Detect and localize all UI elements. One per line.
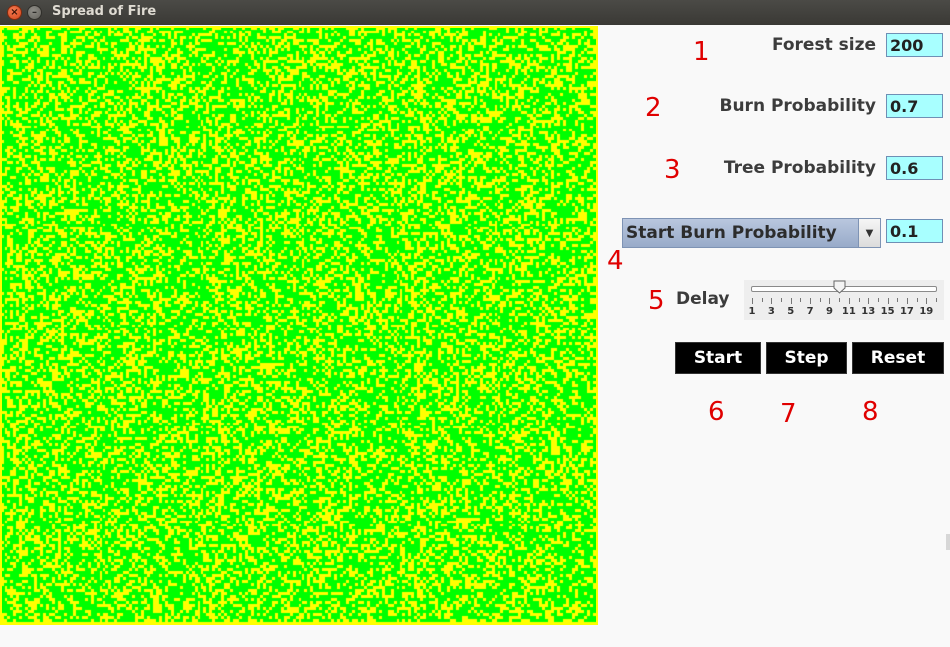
slider-tick [810, 298, 812, 304]
slider-tick [771, 298, 773, 304]
slider-tick [848, 298, 850, 304]
burn-probability-input[interactable] [886, 94, 943, 118]
slider-tick [916, 298, 918, 302]
delay-slider[interactable]: 1 3 5 7 9 11 13 15 17 19 [744, 280, 944, 320]
slider-tick-label: 3 [767, 306, 775, 317]
annotation-4: 4 [607, 246, 624, 276]
slider-tick-label: 13 [861, 306, 876, 317]
forest-size-label: Forest size [771, 35, 876, 55]
slider-tick [819, 298, 821, 302]
slider-tick [936, 298, 937, 302]
slider-thumb-icon[interactable] [833, 280, 846, 294]
slider-tick-label: 5 [787, 306, 795, 317]
annotation-8: 8 [862, 397, 879, 427]
title-bar: × – Spread of Fire [0, 0, 950, 25]
close-icon[interactable]: × [7, 5, 22, 20]
tree-probability-input[interactable] [886, 156, 943, 180]
reset-button[interactable]: Reset [852, 342, 944, 374]
slider-tick [858, 298, 860, 302]
forest-size-input[interactable] [886, 33, 943, 57]
forest-grid [0, 26, 598, 625]
slider-tick [752, 298, 753, 304]
annotation-7: 7 [780, 399, 797, 429]
start-burn-selected: Start Burn Probability [626, 223, 837, 243]
start-button[interactable]: Start [675, 342, 761, 374]
minimize-icon[interactable]: – [27, 5, 42, 20]
delay-label: Delay [676, 289, 730, 309]
window-edge-handle [946, 534, 950, 550]
annotation-6: 6 [708, 397, 725, 427]
forest-canvas [2, 28, 596, 623]
slider-tick [877, 298, 879, 302]
annotation-3: 3 [664, 155, 681, 185]
slider-tick [781, 298, 783, 302]
slider-tick-label: 15 [880, 306, 895, 317]
main-content: 1 Forest size 2 Burn Probability 3 Tree … [0, 25, 950, 647]
step-button[interactable]: Step [766, 342, 847, 374]
slider-tick-label: 9 [825, 306, 833, 317]
annotation-1: 1 [693, 37, 710, 67]
slider-tick [761, 298, 763, 302]
tree-probability-label: Tree Probability [723, 158, 876, 178]
start-burn-input[interactable] [886, 219, 943, 243]
slider-tick [887, 298, 889, 304]
slider-tick [906, 298, 908, 304]
slider-tick-label: 11 [841, 306, 856, 317]
window-title: Spread of Fire [52, 4, 157, 19]
annotation-2: 2 [645, 93, 662, 123]
chevron-down-icon[interactable]: ▼ [858, 219, 880, 247]
slider-tick-label: 17 [899, 306, 914, 317]
slider-tick [868, 298, 870, 304]
slider-tick [790, 298, 792, 304]
slider-tick [800, 298, 802, 302]
annotation-5: 5 [648, 286, 665, 316]
slider-tick [839, 298, 841, 302]
slider-tick [897, 298, 899, 302]
burn-probability-label: Burn Probability [719, 96, 877, 116]
slider-tick-label: 7 [806, 306, 814, 317]
slider-tick [829, 298, 831, 304]
slider-tick-label: 1 [748, 306, 756, 317]
start-burn-dropdown[interactable]: Start Burn Probability ▼ [622, 218, 881, 248]
slider-tick-label: 19 [919, 306, 934, 317]
slider-tick [926, 298, 928, 304]
